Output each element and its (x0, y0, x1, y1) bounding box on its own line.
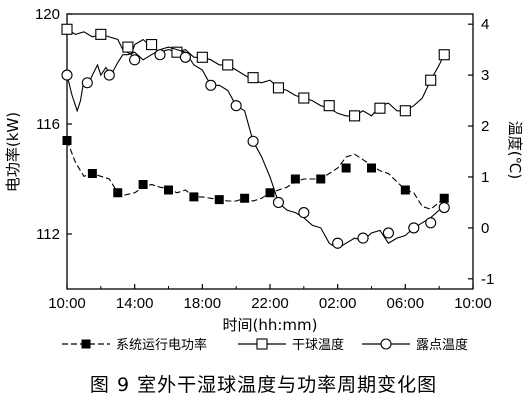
left-y-axis-title: 电功率(kW) (4, 112, 22, 192)
data-point-marker (399, 105, 411, 117)
legend-marker (81, 339, 91, 349)
data-point-marker (341, 163, 351, 173)
data-point-marker (332, 237, 344, 249)
data-point-marker (272, 196, 285, 208)
series-line (66, 140, 445, 210)
data-point-marker (272, 82, 285, 94)
data-point-marker (87, 169, 97, 178)
data-point-marker (438, 201, 450, 214)
left-y-tick-label: 112 (36, 226, 60, 243)
series-3 (61, 46, 450, 249)
right-y-axis-title: 温度(℃) (506, 121, 524, 180)
left-y-tick-label: 120 (35, 6, 60, 23)
x-tick-label: 10:00 (454, 295, 492, 312)
data-point-marker (214, 195, 224, 205)
left-y-tick-label: 116 (36, 116, 60, 133)
data-point-marker (222, 59, 234, 71)
data-point-marker (298, 92, 310, 104)
data-point-marker (230, 100, 242, 112)
data-point-marker (247, 72, 259, 84)
data-point-marker (367, 163, 376, 173)
data-point-marker (357, 232, 369, 244)
data-point-marker (298, 207, 310, 219)
data-point-marker (179, 51, 191, 63)
legend-label: 干球温度 (292, 337, 344, 353)
right-y-tick-label: 4 (481, 16, 489, 33)
x-tick-label: 22:00 (251, 295, 289, 312)
data-point-marker (205, 79, 217, 91)
x-tick-label: 14:00 (116, 295, 154, 312)
data-point-marker (374, 102, 386, 114)
data-point-marker (323, 100, 335, 112)
x-tick-label: 02:00 (319, 295, 357, 312)
data-point-marker (113, 188, 123, 198)
data-point-marker (408, 222, 420, 234)
data-point-marker (81, 77, 93, 89)
right-y-tick-label: 0 (481, 220, 489, 237)
data-point-marker (103, 69, 115, 81)
data-point-marker (122, 41, 134, 53)
legend: 系统运行电功率 干球温度 露点温度 (62, 337, 468, 353)
data-point-marker (349, 110, 361, 122)
x-tick-label: 18:00 (184, 295, 222, 312)
right-y-tick-label: 1 (481, 169, 489, 186)
data-point-marker (425, 74, 437, 86)
x-tick-label: 06:00 (387, 295, 425, 312)
data-point-marker (425, 217, 437, 229)
series-2 (61, 23, 450, 122)
x-axis-title: 时间(hh:mm) (223, 316, 318, 334)
x-axis: 10:00 14:00 18:00 22:00 02:00 06:00 10:00 (48, 284, 492, 312)
data-point-marker (196, 51, 208, 63)
legend-marker (256, 338, 268, 350)
figure-caption: 图 9 室外干湿球温度与功率周期变化图 (89, 374, 438, 396)
data-point-marker (171, 46, 183, 58)
data-point-marker (95, 28, 107, 40)
right-y-axis: -1 0 1 2 3 4 (468, 16, 494, 288)
right-y-tick-label: 2 (481, 118, 489, 135)
data-point-marker (146, 39, 158, 51)
series-layer (61, 23, 450, 249)
series-line (66, 46, 445, 249)
data-point-marker (61, 69, 73, 81)
data-point-marker (189, 192, 199, 202)
data-point-marker (400, 185, 410, 195)
legend-marker (380, 338, 392, 350)
right-y-tick-label: -1 (481, 271, 494, 288)
right-y-tick-label: 3 (481, 67, 489, 84)
data-point-marker (316, 174, 326, 184)
data-point-marker (290, 174, 300, 184)
legend-label: 露点温度 (416, 337, 468, 353)
data-point-marker (439, 193, 449, 203)
data-point-marker (240, 193, 250, 203)
series-1 (62, 136, 449, 210)
data-point-marker (138, 180, 148, 189)
dual-axis-line-chart: 10:00 14:00 18:00 22:00 02:00 06:00 10:00 1121… (4, 6, 524, 353)
x-tick-label: 10:00 (48, 295, 86, 312)
data-point-marker (129, 54, 141, 66)
legend-label: 系统运行电功率 (116, 337, 207, 353)
data-point-marker (438, 49, 450, 61)
data-point-marker (62, 136, 72, 145)
data-point-marker (61, 23, 73, 35)
data-point-marker (164, 185, 173, 195)
data-point-marker (382, 227, 394, 239)
data-point-marker (154, 49, 166, 61)
data-point-marker (247, 135, 259, 147)
data-point-marker (265, 188, 275, 198)
left-y-axis: 112 116 120 (35, 6, 72, 243)
